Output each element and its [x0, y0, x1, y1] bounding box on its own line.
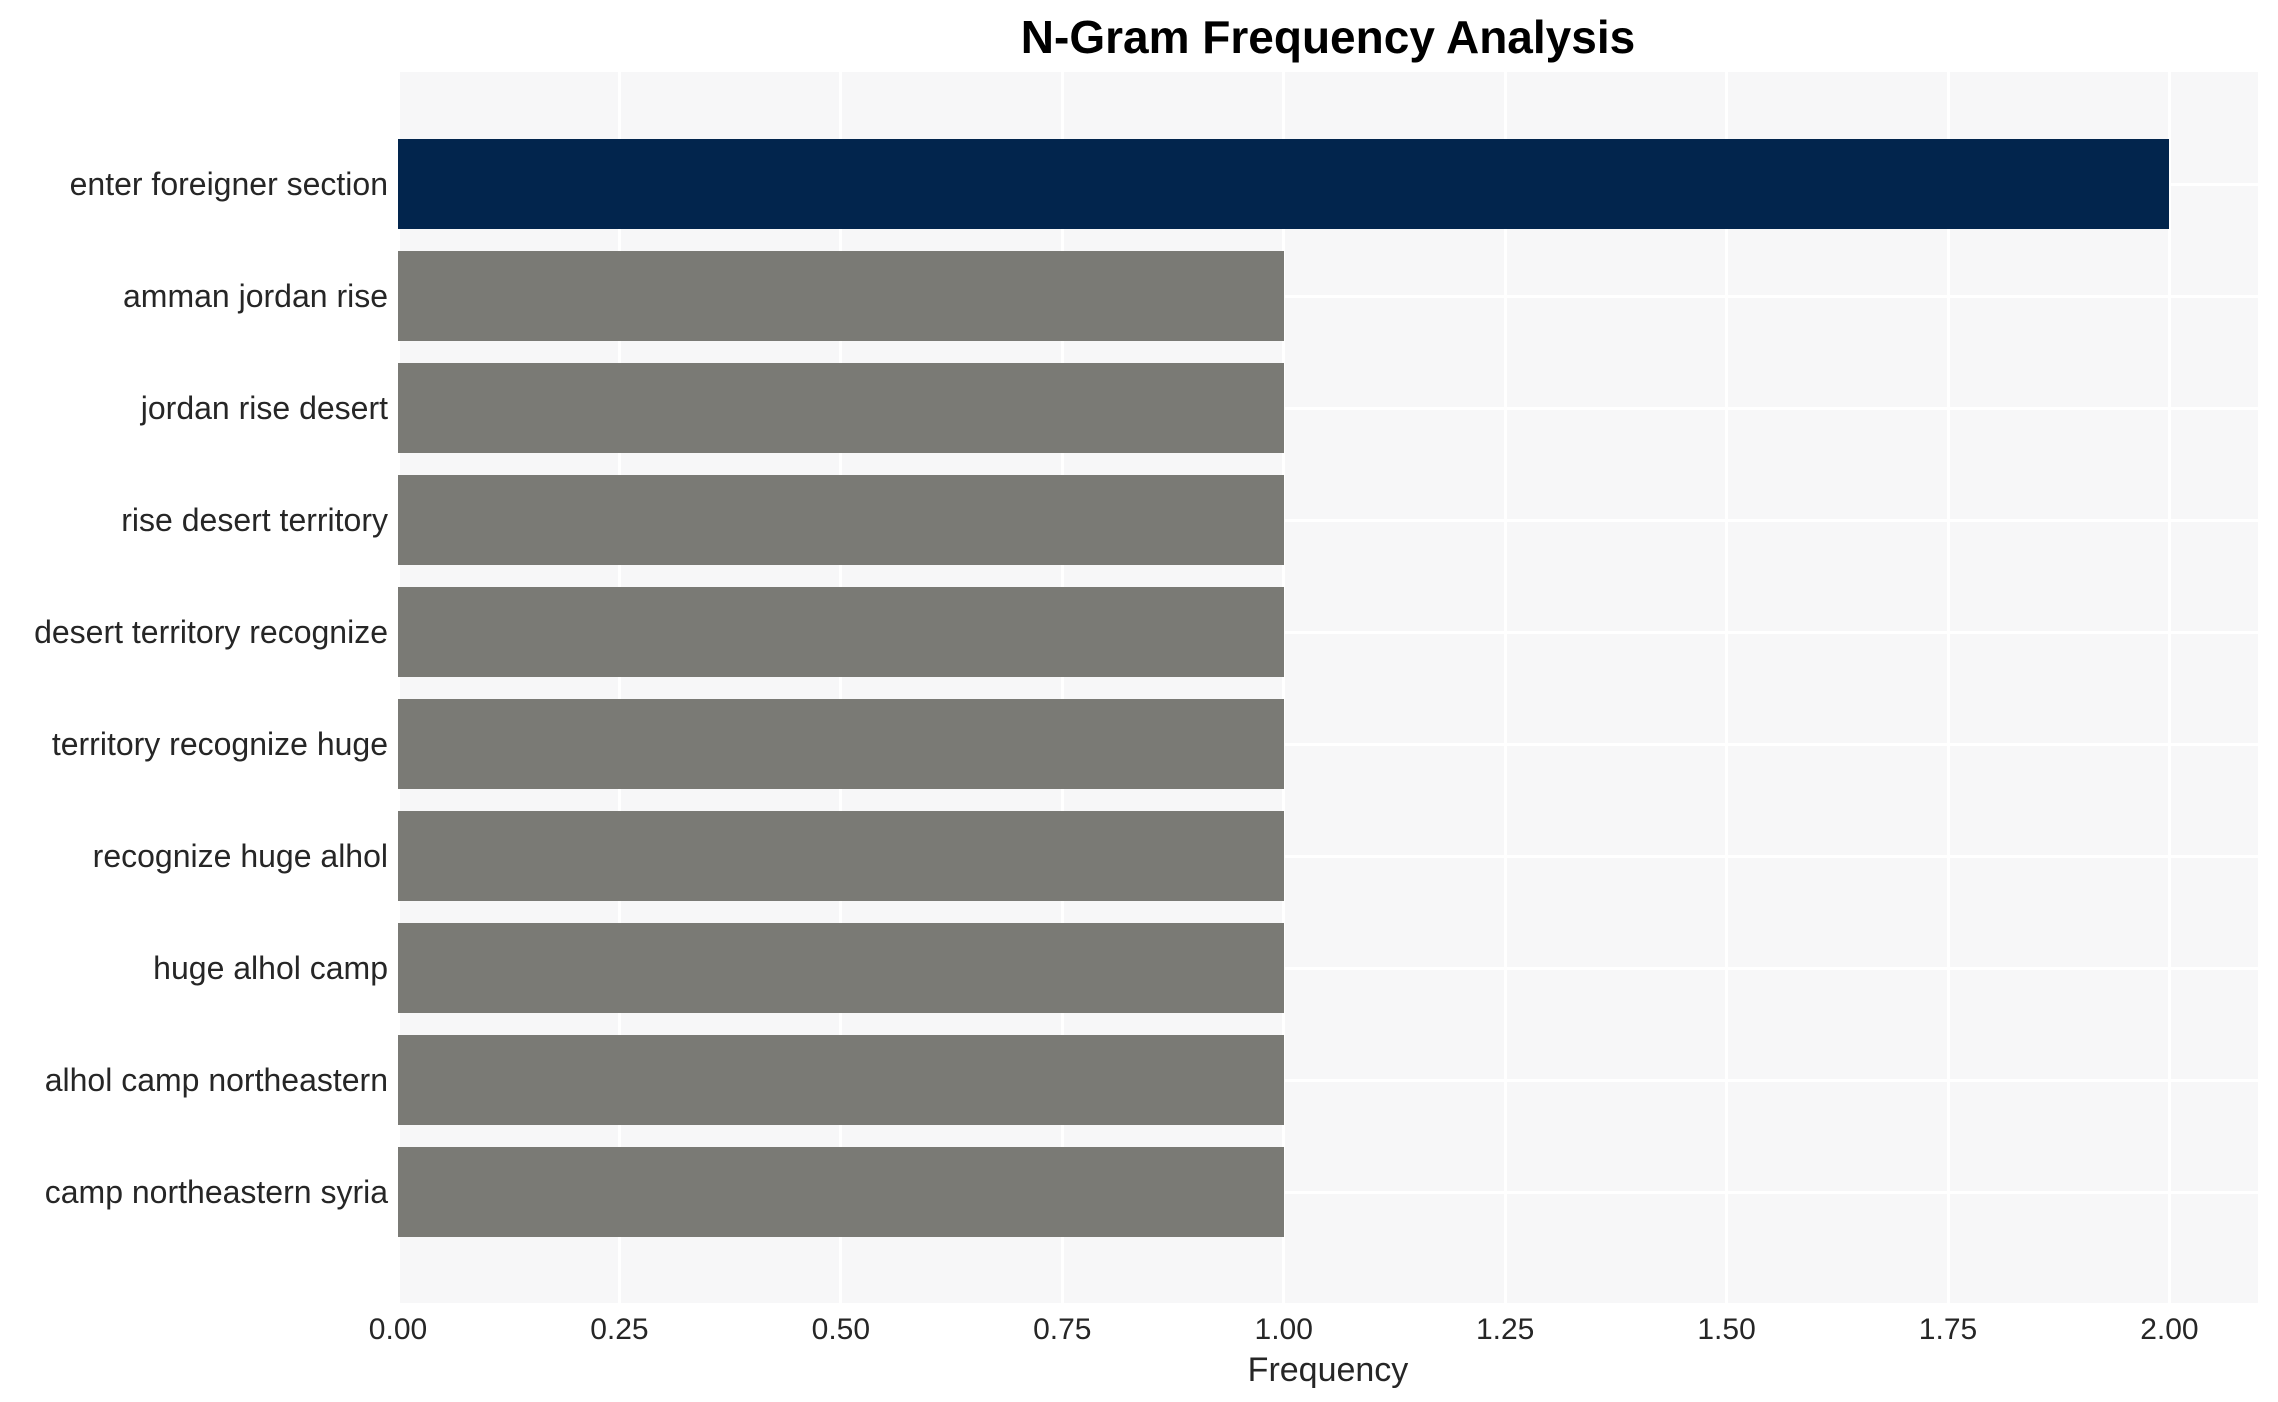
vertical-gridline [1946, 72, 1950, 1303]
y-axis-label: jordan rise desert [140, 389, 388, 426]
x-axis-tick-label: 1.50 [1697, 1313, 1756, 1346]
y-label-row: alhol camp northeastern [0, 1024, 388, 1136]
y-label-row: huge alhol camp [0, 912, 388, 1024]
y-axis-label: rise desert territory [121, 501, 388, 538]
bar-row [398, 128, 2258, 240]
horizontal-gridline [398, 406, 2258, 410]
x-axis-tick-label: 1.75 [1918, 1313, 1978, 1346]
horizontal-gridline [398, 294, 2258, 298]
y-axis-label: alhol camp northeastern [44, 1061, 388, 1098]
y-label-row: territory recognize huge [0, 688, 388, 800]
vertical-gridline [396, 72, 400, 1303]
bar [398, 363, 1284, 453]
bar [398, 1147, 1284, 1237]
horizontal-gridline [398, 518, 2258, 522]
horizontal-gridline [398, 1190, 2258, 1194]
x-axis-tick-label: 2.00 [2140, 1313, 2199, 1346]
bar [398, 811, 1284, 901]
x-axis-ticks: 0.00 0.25 0.50 0.75 1.00 1.25 1.50 1.75 2.00 [369, 1313, 2258, 1353]
y-label-row: recognize huge alhol [0, 800, 388, 912]
vertical-gridline [1503, 72, 1507, 1303]
y-axis-label: desert territory recognize [34, 613, 388, 650]
horizontal-gridline [398, 966, 2258, 970]
vertical-gridline [2167, 72, 2171, 1303]
x-axis-tick-label: 1.00 [1254, 1313, 1313, 1346]
y-label-row: desert territory recognize [0, 576, 388, 688]
bar-row [398, 912, 2258, 1024]
y-axis-label: huge alhol camp [153, 949, 388, 986]
x-axis-tick-label: 0.75 [1033, 1313, 1092, 1346]
bar-row [398, 1024, 2258, 1136]
vertical-gridline [1725, 72, 1729, 1303]
horizontal-gridline [398, 742, 2258, 746]
y-axis-label: recognize huge alhol [92, 837, 388, 874]
x-axis-tick-label: 0.50 [811, 1313, 871, 1346]
bar [398, 251, 1284, 341]
horizontal-gridline [398, 854, 2258, 858]
y-axis-label: camp northeastern syria [44, 1173, 388, 1210]
bar [398, 699, 1284, 789]
bar-row [398, 688, 2258, 800]
bar [398, 475, 1284, 565]
y-label-row: amman jordan rise [0, 240, 388, 352]
bar-row [398, 464, 2258, 576]
bars-container [398, 72, 2258, 1303]
bar-row [398, 352, 2258, 464]
bar-row [398, 240, 2258, 352]
y-label-row: enter foreigner section [0, 128, 388, 240]
bar [398, 923, 1284, 1013]
vertical-gridline [617, 72, 621, 1303]
vertical-gridline [1282, 72, 1286, 1303]
bar-row [398, 800, 2258, 912]
x-axis-tick-label: 0.25 [590, 1313, 649, 1346]
bar [398, 587, 1284, 677]
chart-title: N-Gram Frequency Analysis [1020, 11, 1636, 63]
bar [398, 139, 2170, 229]
bar-row [398, 576, 2258, 688]
y-axis-label: enter foreigner section [69, 165, 388, 202]
y-axis-label: amman jordan rise [123, 277, 388, 314]
horizontal-gridline [398, 1078, 2258, 1082]
x-axis-tick-label: 0.00 [368, 1313, 428, 1346]
x-axis-tick-label: 1.25 [1475, 1313, 1535, 1346]
horizontal-gridline [398, 630, 2258, 634]
y-axis-label-rows: enter foreigner section amman jordan rise… [0, 72, 388, 1303]
y-axis-labels: enter foreigner section amman jordan rise… [0, 72, 388, 1303]
y-label-row: rise desert territory [0, 464, 388, 576]
vertical-gridline [839, 72, 843, 1303]
y-label-row: jordan rise desert [0, 352, 388, 464]
bar-row [398, 1136, 2258, 1248]
x-axis-title: Frequency [1247, 1351, 1409, 1389]
y-label-row: camp northeastern syria [0, 1136, 388, 1248]
plot-area [396, 72, 2258, 1303]
y-axis-label: territory recognize huge [51, 725, 388, 762]
vertical-gridline [1060, 72, 1064, 1303]
bar [398, 1035, 1284, 1125]
gridlines-layer [396, 72, 2258, 1303]
